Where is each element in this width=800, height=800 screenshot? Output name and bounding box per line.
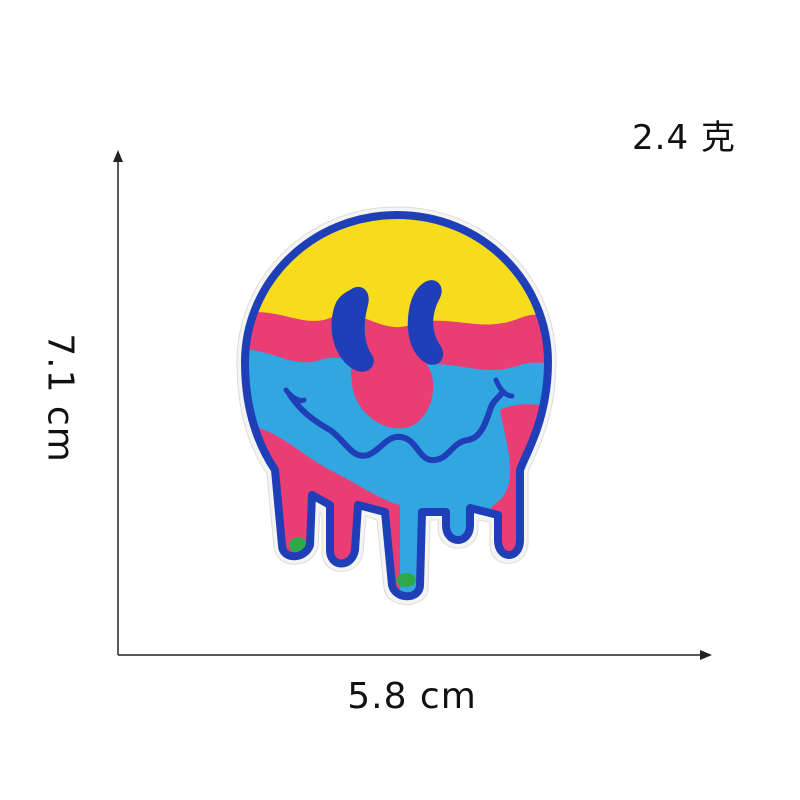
height-dimension-label: 7.1 cm (39, 333, 81, 463)
center-drip-tip (396, 573, 416, 587)
right-dimple (493, 377, 515, 399)
weight-label: 2.4 克 (632, 118, 736, 158)
right-eye (407, 280, 444, 365)
width-dimension-label: 5.8 cm (347, 676, 477, 717)
left-drip-tip (289, 537, 307, 553)
vertical-axis-arrow (113, 150, 123, 162)
horizontal-axis-arrow (700, 650, 712, 660)
left-eye (331, 286, 374, 372)
patch-blue-border (241, 211, 552, 601)
left-dimple (283, 387, 307, 403)
wavy-smile (287, 389, 506, 464)
